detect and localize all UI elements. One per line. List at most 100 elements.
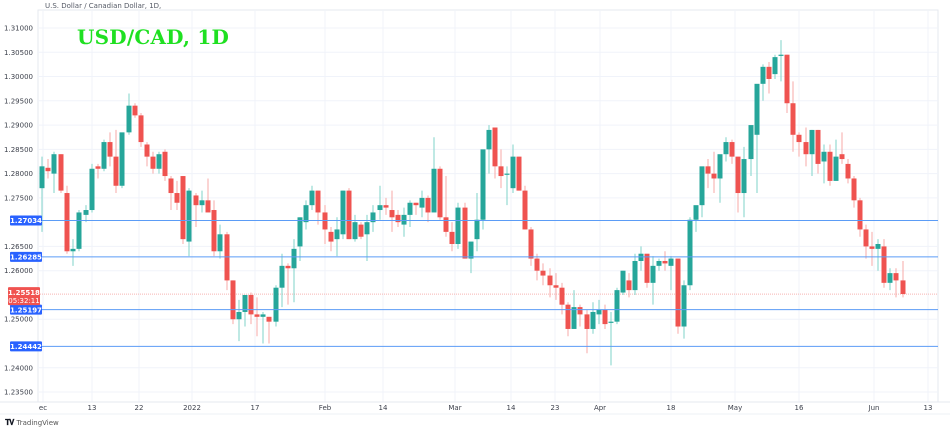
- candle-body[interactable]: [297, 217, 303, 247]
- candle-body[interactable]: [186, 190, 192, 242]
- candle-body[interactable]: [315, 190, 321, 213]
- candle-body[interactable]: [571, 307, 577, 329]
- candle-body[interactable]: [39, 166, 45, 189]
- candle-body[interactable]: [577, 307, 583, 315]
- candle-body[interactable]: [735, 156, 741, 194]
- candle-body[interactable]: [113, 156, 119, 186]
- candle-body[interactable]: [498, 166, 504, 177]
- candle-body[interactable]: [827, 151, 833, 181]
- candle-body[interactable]: [754, 83, 760, 135]
- candle-body[interactable]: [168, 178, 174, 194]
- candle-body[interactable]: [248, 294, 254, 315]
- candle-body[interactable]: [729, 142, 735, 157]
- candle-body[interactable]: [784, 54, 790, 104]
- candle-body[interactable]: [58, 154, 64, 191]
- candle-body[interactable]: [254, 314, 260, 317]
- candle-body[interactable]: [887, 273, 893, 283]
- candle-body[interactable]: [516, 156, 522, 191]
- candle-body[interactable]: [809, 129, 815, 155]
- candle-body[interactable]: [370, 212, 376, 223]
- candle-body[interactable]: [626, 280, 632, 291]
- candle-body[interactable]: [851, 178, 857, 201]
- candle-body[interactable]: [900, 280, 906, 294]
- candle-body[interactable]: [480, 149, 486, 220]
- candle-body[interactable]: [540, 270, 546, 276]
- candle-body[interactable]: [425, 197, 431, 213]
- candle-body[interactable]: [534, 258, 540, 271]
- candle-body[interactable]: [748, 125, 754, 160]
- candle-body[interactable]: [401, 214, 407, 225]
- candle-body[interactable]: [126, 105, 132, 133]
- candle-body[interactable]: [705, 166, 711, 174]
- candle-body[interactable]: [162, 151, 168, 177]
- candle-body[interactable]: [803, 142, 809, 155]
- candle-body[interactable]: [559, 287, 565, 305]
- candle-body[interactable]: [760, 66, 766, 84]
- candle-body[interactable]: [766, 66, 772, 79]
- candle-body[interactable]: [474, 219, 480, 240]
- candle-body[interactable]: [821, 151, 827, 162]
- candle-body[interactable]: [486, 129, 492, 150]
- tradingview-logo[interactable]: 𝐓𝐕 TradingView: [5, 418, 59, 428]
- candle-body[interactable]: [291, 248, 297, 269]
- candle-body[interactable]: [602, 309, 608, 325]
- candle-body[interactable]: [449, 231, 455, 245]
- candle-body[interactable]: [174, 193, 180, 203]
- candle-body[interactable]: [833, 156, 839, 181]
- candle-body[interactable]: [650, 265, 656, 283]
- candle-body[interactable]: [437, 168, 443, 218]
- candle-body[interactable]: [279, 265, 285, 288]
- candle-body[interactable]: [352, 222, 358, 240]
- candle-body[interactable]: [266, 316, 272, 322]
- candle-body[interactable]: [863, 229, 869, 247]
- candle-body[interactable]: [510, 156, 516, 189]
- candle-body[interactable]: [383, 205, 389, 208]
- candle-body[interactable]: [95, 166, 101, 169]
- candle-body[interactable]: [717, 154, 723, 179]
- candle-body[interactable]: [205, 200, 211, 213]
- candle-body[interactable]: [285, 265, 291, 269]
- candle-body[interactable]: [522, 190, 528, 230]
- candle-body[interactable]: [64, 193, 70, 252]
- candle-body[interactable]: [70, 248, 76, 252]
- candle-body[interactable]: [462, 207, 468, 259]
- candle-body[interactable]: [614, 290, 620, 322]
- candle-body[interactable]: [144, 144, 150, 157]
- candle-body[interactable]: [328, 231, 334, 242]
- candle-body[interactable]: [675, 258, 681, 327]
- candle-body[interactable]: [778, 54, 784, 56]
- candle-body[interactable]: [632, 260, 638, 291]
- candle-body[interactable]: [839, 154, 845, 160]
- candle-body[interactable]: [230, 280, 236, 320]
- candle-body[interactable]: [584, 314, 590, 329]
- candle-body[interactable]: [662, 260, 668, 264]
- candle-body[interactable]: [565, 304, 571, 329]
- candle-body[interactable]: [711, 173, 717, 179]
- candle-body[interactable]: [236, 311, 242, 320]
- candle-body[interactable]: [857, 200, 863, 230]
- candle-body[interactable]: [76, 212, 82, 249]
- candle-body[interactable]: [217, 234, 223, 252]
- candle-body[interactable]: [504, 173, 510, 175]
- candle-body[interactable]: [346, 190, 352, 240]
- candle-body[interactable]: [443, 217, 449, 232]
- candle-body[interactable]: [150, 156, 156, 169]
- candle-body[interactable]: [395, 214, 401, 223]
- candle-body[interactable]: [407, 202, 413, 215]
- candle-body[interactable]: [455, 207, 461, 245]
- candle-body[interactable]: [492, 127, 498, 167]
- candle-body[interactable]: [211, 210, 217, 252]
- candle-body[interactable]: [468, 241, 474, 259]
- candle-body[interactable]: [644, 253, 650, 283]
- candle-body[interactable]: [431, 168, 437, 213]
- candle-body[interactable]: [358, 224, 364, 237]
- candle-body[interactable]: [893, 273, 899, 281]
- candle-body[interactable]: [656, 260, 662, 266]
- candle-body[interactable]: [377, 205, 383, 211]
- plot-area[interactable]: [37, 9, 939, 403]
- candle-body[interactable]: [334, 229, 340, 240]
- candle-body[interactable]: [132, 105, 138, 116]
- candle-body[interactable]: [547, 275, 553, 286]
